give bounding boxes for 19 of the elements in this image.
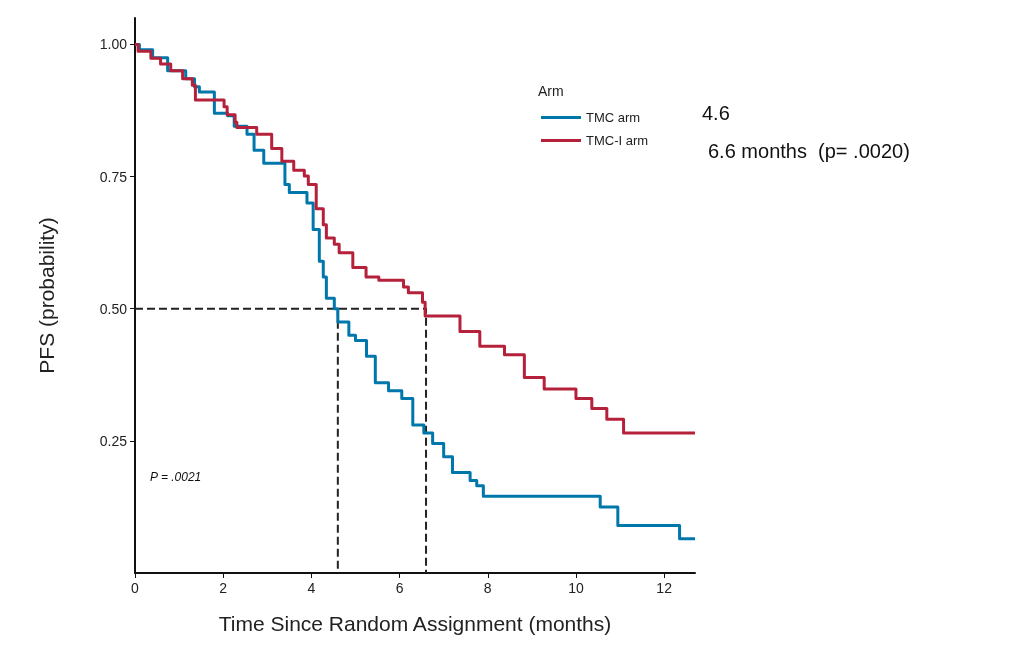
y-axis-title: PFS (probability) xyxy=(35,217,58,374)
annotation: P = .0021 xyxy=(150,470,202,484)
x-tick-label: 8 xyxy=(483,580,492,596)
legend-label: TMC arm xyxy=(586,110,641,125)
x-tick-label: 6 xyxy=(395,580,404,596)
text: 6.6 months (p= .0020) xyxy=(708,140,910,162)
x-tick-label: 2 xyxy=(219,580,228,596)
x-axis-title: Time Since Random Assignment (months) xyxy=(218,612,612,635)
x-tick-label: 12 xyxy=(656,580,673,596)
x-tick-label: 4 xyxy=(307,580,316,596)
x-tick-label: 10 xyxy=(568,580,584,596)
legend-title: Arm xyxy=(538,83,564,99)
text: 4.6 xyxy=(702,102,730,124)
y-tick-label: 0.50 xyxy=(99,300,128,317)
y-tick-label: 1.00 xyxy=(99,36,128,53)
y-tick-label: 0.75 xyxy=(99,168,128,185)
x-tick-label: 0 xyxy=(131,580,140,596)
legend-label: TMC-I arm xyxy=(586,133,649,148)
y-tick-label: 0.25 xyxy=(99,432,128,449)
